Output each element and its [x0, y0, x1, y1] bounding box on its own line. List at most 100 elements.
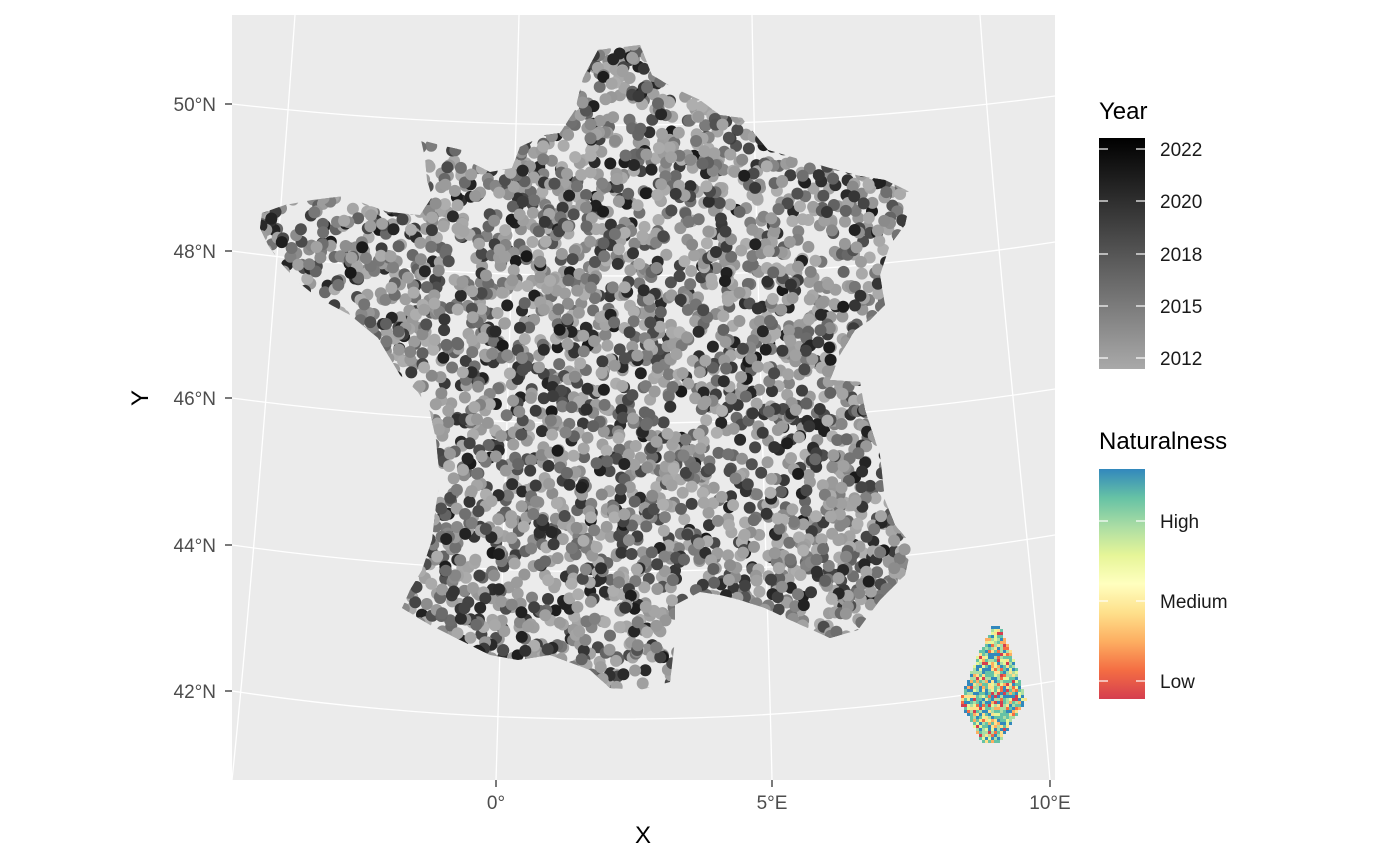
- year-point: [401, 271, 414, 284]
- year-point: [831, 434, 844, 446]
- year-point: [825, 496, 838, 509]
- year-point: [697, 496, 710, 509]
- year-point: [762, 245, 775, 258]
- year-point: [488, 619, 501, 632]
- year-point: [275, 236, 288, 249]
- year-point: [823, 322, 836, 335]
- year-point: [738, 528, 751, 541]
- year-point: [796, 169, 809, 182]
- year-point: [618, 352, 631, 365]
- year-point: [408, 335, 421, 348]
- year-point: [736, 153, 749, 166]
- year-point: [576, 96, 589, 109]
- year-point: [634, 367, 647, 380]
- year-point: [479, 592, 492, 605]
- year-point: [457, 463, 469, 476]
- year-point: [629, 440, 642, 452]
- year-point: [832, 534, 845, 547]
- year-point: [485, 495, 498, 508]
- year-point: [628, 495, 641, 508]
- year-point: [447, 585, 460, 598]
- year-point: [827, 449, 840, 462]
- year-point: [871, 566, 884, 579]
- year-point: [573, 625, 586, 638]
- year-point: [551, 552, 564, 565]
- year-point: [785, 452, 797, 465]
- year-point: [746, 407, 759, 420]
- year-point: [618, 281, 631, 294]
- year-point: [812, 336, 825, 349]
- year-point: [595, 488, 608, 501]
- year-point: [537, 153, 550, 166]
- year-point: [764, 314, 776, 327]
- year-point: [717, 375, 730, 388]
- meridian-line: [232, 15, 296, 780]
- year-point: [476, 332, 489, 344]
- year-point: [626, 51, 639, 64]
- year-point: [855, 481, 868, 494]
- year-point: [506, 478, 519, 491]
- year-point: [511, 587, 524, 600]
- year-point: [765, 212, 778, 225]
- year-point: [782, 368, 795, 381]
- year-point: [786, 503, 799, 516]
- year-point: [634, 122, 647, 135]
- year-point: [551, 444, 564, 457]
- year-point: [727, 499, 740, 512]
- year-point: [580, 189, 593, 201]
- year-point: [674, 293, 687, 306]
- year-point: [574, 357, 587, 370]
- year-point: [837, 300, 850, 313]
- year-point: [815, 533, 828, 546]
- year-point: [651, 583, 664, 595]
- year-point: [786, 215, 799, 227]
- year-point: [466, 285, 479, 298]
- year-point: [493, 583, 505, 596]
- year-point: [568, 370, 581, 383]
- year-point: [534, 255, 547, 268]
- year-point: [537, 303, 550, 316]
- year-point: [782, 324, 795, 337]
- year-point: [738, 169, 751, 182]
- year-point: [608, 316, 621, 329]
- year-point: [769, 327, 782, 340]
- year-point: [676, 486, 689, 499]
- year-point: [376, 217, 389, 230]
- year-point: [617, 668, 630, 681]
- year-point: [436, 607, 448, 620]
- year-point: [771, 591, 784, 604]
- year-point: [654, 306, 667, 319]
- year-point: [641, 349, 653, 361]
- year-point: [584, 281, 597, 294]
- year-point: [657, 416, 670, 429]
- year-point: [561, 467, 573, 479]
- year-point: [425, 224, 438, 237]
- year-point: [749, 441, 762, 454]
- year-point: [651, 189, 664, 201]
- year-point: [836, 387, 849, 400]
- year-point: [420, 598, 433, 610]
- year-point: [697, 386, 710, 399]
- year-point: [638, 581, 651, 594]
- year-point: [838, 237, 851, 250]
- year-point: [648, 385, 661, 398]
- year-point: [650, 435, 663, 448]
- year-point: [733, 205, 746, 218]
- year-point: [609, 134, 622, 147]
- year-point: [710, 246, 722, 258]
- year-point: [773, 522, 786, 535]
- year-point: [616, 380, 629, 392]
- year-point: [421, 281, 433, 294]
- year-point: [451, 222, 464, 235]
- year-point: [784, 334, 797, 347]
- year-point: [448, 184, 461, 197]
- year-point: [461, 452, 474, 465]
- year-point: [707, 497, 719, 510]
- year-point: [658, 511, 671, 524]
- year-point: [492, 382, 505, 395]
- year-point: [645, 163, 658, 176]
- year-point: [537, 392, 550, 405]
- year-point: [802, 240, 815, 253]
- year-point: [761, 456, 774, 469]
